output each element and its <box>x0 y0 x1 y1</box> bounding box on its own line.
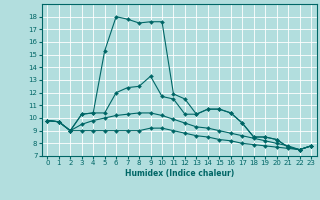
X-axis label: Humidex (Indice chaleur): Humidex (Indice chaleur) <box>124 169 234 178</box>
